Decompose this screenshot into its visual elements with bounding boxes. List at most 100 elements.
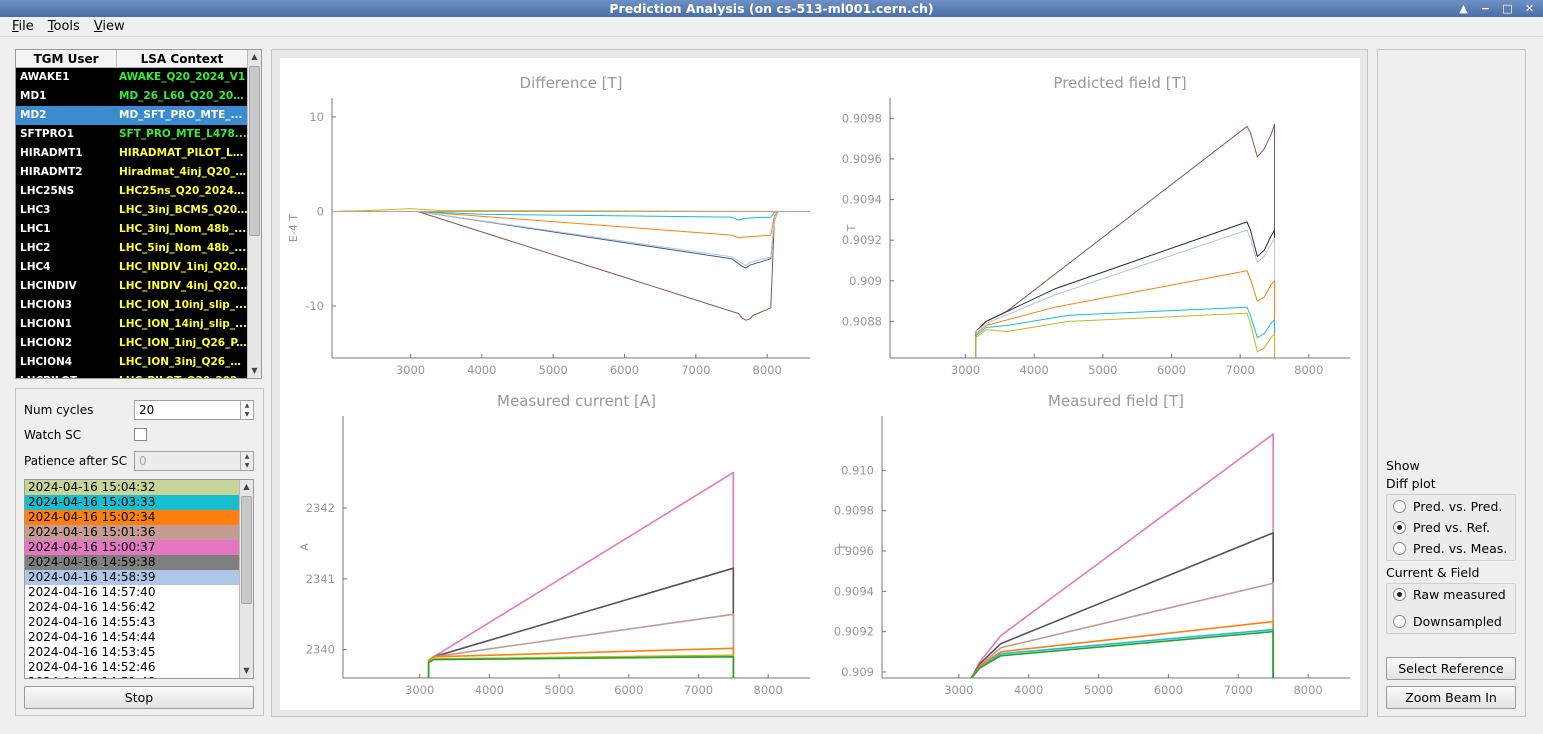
spin-arrows-icon[interactable]: ▲ ▼ bbox=[240, 452, 253, 470]
timestamp-item[interactable]: 2024-04-16 15:03:33 bbox=[25, 495, 239, 510]
context-row[interactable]: HIRADMT1 HIRADMAT_PILOT_L8... bbox=[16, 144, 248, 163]
x-tick-label: 7000 bbox=[1226, 363, 1255, 377]
menu-tools[interactable]: Tools bbox=[47, 19, 80, 34]
timestamp-item[interactable]: 2024-04-16 14:55:43 bbox=[25, 615, 239, 630]
tgm-user-cell: MD1 bbox=[20, 90, 47, 102]
timestamp-item[interactable]: 2024-04-16 15:04:32 bbox=[25, 480, 239, 495]
x-tick-label: 6000 bbox=[614, 683, 643, 697]
y-tick-label: 0.9096 bbox=[834, 544, 874, 558]
close-window-icon[interactable]: ✕ bbox=[1524, 2, 1535, 15]
context-row[interactable]: LHCION4 LHC_ION_3inj_Q26_O... bbox=[16, 353, 248, 372]
timestamp-item[interactable]: 2024-04-16 14:58:39 bbox=[25, 570, 239, 585]
context-row[interactable]: HIRADMT2 Hiradmat_4inj_Q20_2... bbox=[16, 163, 248, 182]
context-row[interactable]: AWAKE1 AWAKE_Q20_2024_V1 bbox=[16, 68, 248, 87]
watch-sc-checkbox[interactable] bbox=[134, 428, 147, 441]
scrollbar-thumb[interactable] bbox=[241, 496, 252, 604]
timestamp-item[interactable]: 2024-04-16 15:01:36 bbox=[25, 525, 239, 540]
x-tick-label: 4000 bbox=[1014, 683, 1043, 697]
lsa-context-cell: LHC_5inj_Nom_48b_... bbox=[119, 242, 247, 254]
maximize-window-icon[interactable]: □ bbox=[1502, 2, 1513, 15]
radio-pred-vs-meas[interactable]: Pred. vs. Meas. bbox=[1393, 541, 1507, 556]
menu-file[interactable]: File bbox=[12, 19, 34, 34]
radio-pred-vs-pred[interactable]: Pred. vs. Pred. bbox=[1393, 499, 1502, 514]
context-row[interactable]: LHC2 LHC_5inj_Nom_48b_... bbox=[16, 239, 248, 258]
tgm-user-cell: MD2 bbox=[20, 109, 47, 121]
minimize-window-icon[interactable]: − bbox=[1480, 2, 1491, 15]
chart-title: Predicted field [T] bbox=[1053, 74, 1186, 92]
context-row[interactable]: LHC3 LHC_3inj_BCMS_Q20... bbox=[16, 201, 248, 220]
timestamp-item[interactable]: 2024-04-16 14:59:38 bbox=[25, 555, 239, 570]
context-row[interactable]: MD1 MD_26_L60_Q20_202... bbox=[16, 87, 248, 106]
select-reference-button[interactable]: Select Reference bbox=[1386, 657, 1516, 680]
series-line bbox=[427, 655, 735, 678]
context-row[interactable]: LHCION1 LHC_ION_14inj_slip_... bbox=[16, 315, 248, 334]
y-tick-label: 0.909 bbox=[849, 274, 882, 288]
chart-title: Measured current [A] bbox=[497, 392, 656, 410]
context-row[interactable]: LHC25NS LHC25ns_Q20_2024_V1 bbox=[16, 182, 248, 201]
radio-indicator[interactable] bbox=[1393, 500, 1406, 513]
x-tick-label: 8000 bbox=[1293, 683, 1322, 697]
context-table[interactable]: TGM User LSA Context AWAKE1 AWAKE_Q20_202… bbox=[15, 49, 262, 379]
y-tick-label: 0.9092 bbox=[834, 625, 874, 639]
lsa-context-cell: LHC_3inj_BCMS_Q20... bbox=[119, 204, 248, 216]
timestamp-item[interactable]: 2024-04-16 14:57:40 bbox=[25, 585, 239, 600]
radio-indicator[interactable] bbox=[1393, 615, 1406, 628]
timestamp-list-scrollbar[interactable]: ▲ ▼ bbox=[239, 480, 253, 678]
shade-window-icon[interactable]: ▲ bbox=[1459, 2, 1468, 15]
menu-view[interactable]: View bbox=[93, 19, 125, 34]
context-row[interactable]: MD2 MD_SFT_PRO_MTE_... bbox=[16, 106, 248, 125]
lsa-context-cell: Hiradmat_4inj_Q20_2... bbox=[119, 166, 248, 178]
timestamp-item[interactable]: 2024-04-16 15:02:34 bbox=[25, 510, 239, 525]
radio-indicator[interactable] bbox=[1393, 542, 1406, 555]
current-field-label: Current & Field bbox=[1386, 565, 1480, 580]
radio-indicator[interactable] bbox=[1393, 521, 1406, 534]
lsa-context-cell: AWAKE_Q20_2024_V1 bbox=[119, 71, 246, 83]
plot-area: Difference [T] E-4 T 3000 4000 5000 6000 7000 8… bbox=[280, 58, 1360, 710]
radio-downsampled[interactable]: Downsampled bbox=[1393, 614, 1502, 629]
scroll-up-icon[interactable]: ▲ bbox=[251, 52, 258, 61]
context-row[interactable]: LHCION2 LHC_ION_1inj_Q26_P... bbox=[16, 334, 248, 353]
context-row[interactable]: LHC4 LHC_INDIV_1inj_Q20... bbox=[16, 258, 248, 277]
timestamp-item[interactable]: 2024-04-16 14:54:44 bbox=[25, 630, 239, 645]
y-axis-label: E-4 T bbox=[287, 214, 300, 242]
series-line bbox=[975, 221, 1275, 358]
column-header-tgm-user[interactable]: TGM User bbox=[16, 50, 117, 67]
tgm-user-cell: LHCPILOT bbox=[16, 372, 117, 378]
context-row[interactable]: LHC1 LHC_3inj_Nom_48b_... bbox=[16, 220, 248, 239]
radio-raw-measured[interactable]: Raw measured bbox=[1393, 587, 1506, 602]
y-tick-label: 0.9098 bbox=[834, 504, 874, 518]
x-tick-label: 5000 bbox=[539, 363, 568, 377]
stop-button[interactable]: Stop bbox=[24, 686, 254, 709]
scrollbar-thumb[interactable] bbox=[249, 66, 260, 236]
context-row[interactable]: LHCINDIV LHC_INDIV_4inj_Q20... bbox=[16, 277, 248, 296]
patience-spinbox[interactable]: 0 ▲ ▼ bbox=[134, 451, 254, 471]
patience-value: 0 bbox=[139, 454, 147, 468]
timestamp-item[interactable]: 2024-04-16 14:52:46 bbox=[25, 660, 239, 675]
zoom-beam-in-button[interactable]: Zoom Beam In bbox=[1386, 686, 1516, 709]
scroll-up-icon[interactable]: ▲ bbox=[243, 482, 250, 491]
y-tick-label: -10 bbox=[305, 299, 324, 313]
spin-arrows-icon[interactable]: ▲ ▼ bbox=[240, 401, 253, 419]
context-row[interactable]: LHCPILOTLHC_PILOT_Q20_202... bbox=[16, 372, 248, 378]
radio-pred-vs-ref[interactable]: Pred vs. Ref. bbox=[1393, 520, 1490, 535]
tgm-user-cell: SFTPRO1 bbox=[20, 128, 74, 140]
radio-indicator[interactable] bbox=[1393, 588, 1406, 601]
cycle-timestamp-list[interactable]: 2024-04-16 15:04:32 2024-04-16 15:03:33 20… bbox=[24, 479, 254, 679]
lsa-context-cell: LHC25ns_Q20_2024_V1 bbox=[119, 185, 248, 197]
context-row[interactable]: LHCION3 LHC_ION_10inj_slip_... bbox=[16, 296, 248, 315]
options-panel: Show Diff plot Pred. vs. Pred. Pred vs. … bbox=[1377, 49, 1526, 717]
timestamp-item[interactable]: 2024-04-16 14:53:45 bbox=[25, 645, 239, 660]
timestamp-item[interactable]: 2024-04-16 15:00:37 bbox=[25, 540, 239, 555]
watch-sc-label: Watch SC bbox=[24, 428, 82, 442]
column-header-lsa-context[interactable]: LSA Context bbox=[117, 50, 248, 67]
timestamp-item[interactable]: 2024-04-16 14:56:42 bbox=[25, 600, 239, 615]
tgm-user-cell: HIRADMT1 bbox=[20, 147, 83, 159]
context-table-scrollbar[interactable]: ▲ ▼ bbox=[247, 50, 261, 378]
scroll-down-icon[interactable]: ▼ bbox=[243, 666, 250, 675]
tgm-user-cell: HIRADMT2 bbox=[20, 166, 83, 178]
timestamp-item[interactable]: 2024-04-16 14:51:48 bbox=[25, 675, 239, 678]
context-row[interactable]: SFTPRO1 SFT_PRO_MTE_L478... bbox=[16, 125, 248, 144]
show-label: Show bbox=[1386, 458, 1420, 473]
num-cycles-spinbox[interactable]: 20 ▲ ▼ bbox=[134, 400, 254, 420]
scroll-down-icon[interactable]: ▼ bbox=[251, 366, 258, 375]
